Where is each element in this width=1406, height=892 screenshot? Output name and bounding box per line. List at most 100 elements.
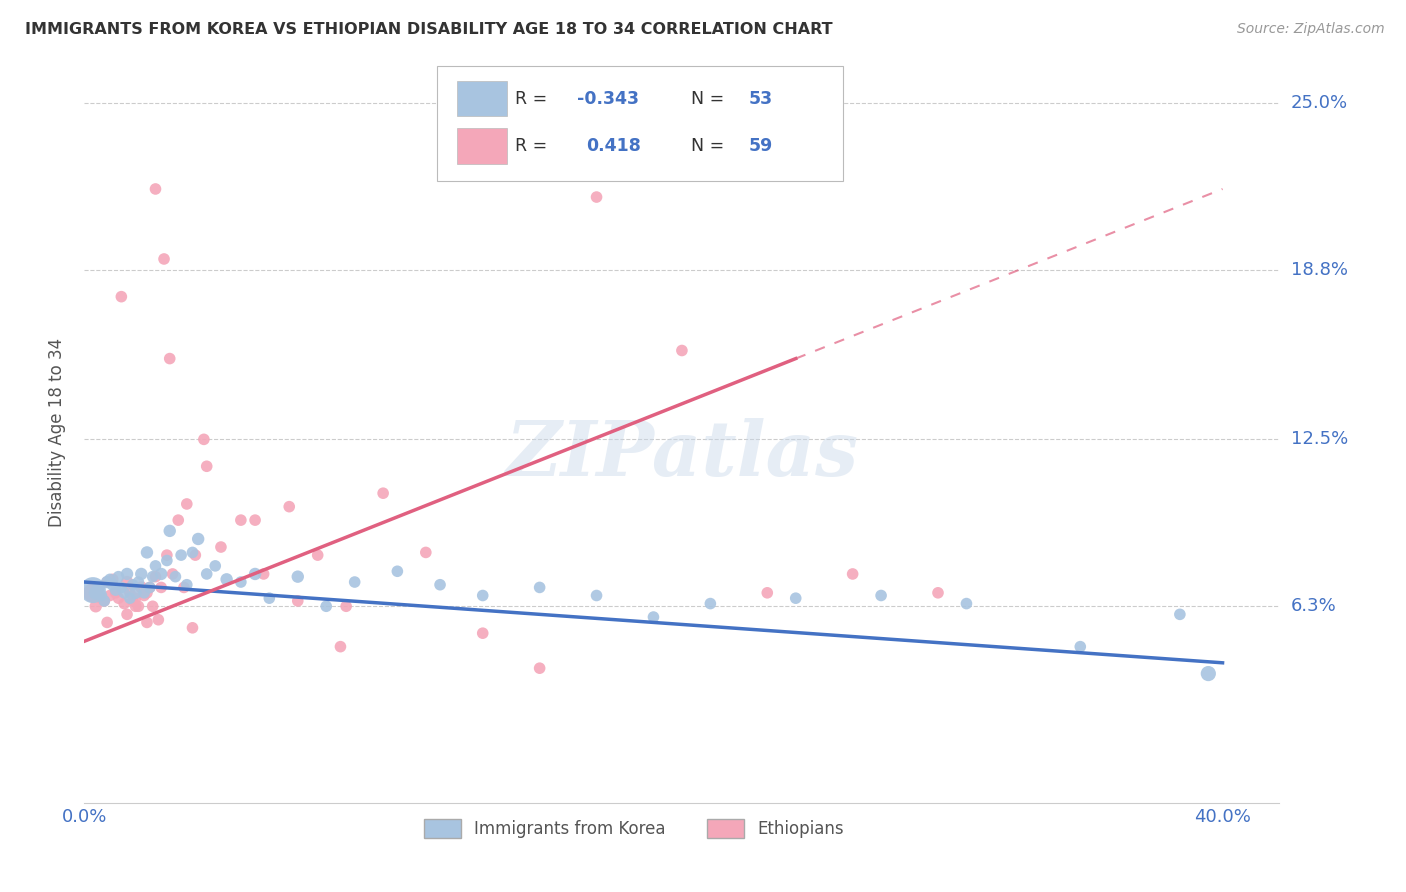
Point [96,615,118,630]
Point [229,513,252,527]
Y-axis label: Disability Age 18 to 34: Disability Age 18 to 34 [48,338,66,527]
Point [90,589,112,603]
Point [229,575,252,590]
Point [127,599,149,614]
Point [110,581,132,595]
Point [287,594,309,608]
Point [159,351,181,366]
Point [1168,607,1191,622]
Point [142,569,165,583]
Text: 0.418: 0.418 [586,137,641,155]
Text: 25.0%: 25.0% [1291,94,1348,112]
Point [955,597,977,611]
Point [118,586,141,600]
Point [139,581,162,595]
Point [112,586,135,600]
Point [121,594,143,608]
Point [82,583,104,598]
Point [98,589,121,603]
Point [215,572,238,586]
Point [124,591,146,606]
Text: ZIPatlas: ZIPatlas [505,417,859,491]
Point [153,252,176,266]
Point [335,599,357,614]
Point [87,581,110,595]
Point [96,575,118,590]
Point [181,621,204,635]
Point [145,182,167,196]
Text: 6.3%: 6.3% [1291,598,1336,615]
Point [927,586,949,600]
Point [129,581,152,595]
Point [585,190,607,204]
Text: 59: 59 [749,137,773,155]
Point [110,290,132,304]
Point [142,599,165,614]
Point [112,597,135,611]
Point [343,575,366,590]
Point [181,545,204,559]
Point [115,566,138,581]
Point [104,583,127,598]
Point [159,524,181,538]
Point [429,578,451,592]
Point [93,594,115,608]
Text: 53: 53 [749,90,773,108]
Point [471,626,494,640]
Text: R =: R = [515,137,558,155]
Point [176,497,198,511]
Point [115,575,138,590]
Point [415,545,437,559]
Text: -0.343: -0.343 [576,90,638,108]
Point [124,599,146,614]
Text: N =: N = [692,90,730,108]
Point [243,513,266,527]
Point [101,578,124,592]
Point [193,433,215,447]
Point [136,545,159,559]
Point [87,581,110,595]
Point [107,591,129,606]
Point [96,575,118,590]
Point [187,532,209,546]
Point [204,558,226,573]
Point [82,586,104,600]
Point [98,572,121,586]
Point [1069,640,1091,654]
Point [84,599,107,614]
Point [209,540,232,554]
Point [107,569,129,583]
Point [129,566,152,581]
Point [1197,666,1219,681]
Point [156,548,179,562]
Point [150,566,173,581]
Point [243,566,266,581]
Point [315,599,337,614]
Point [195,459,218,474]
Point [167,513,190,527]
Point [387,564,409,578]
FancyBboxPatch shape [457,81,508,117]
Point [373,486,395,500]
Point [643,610,665,624]
Point [145,558,167,573]
Point [150,581,173,595]
Point [93,594,115,608]
Point [253,566,276,581]
Point [184,548,207,562]
Point [278,500,301,514]
Text: IMMIGRANTS FROM KOREA VS ETHIOPIAN DISABILITY AGE 18 TO 34 CORRELATION CHART: IMMIGRANTS FROM KOREA VS ETHIOPIAN DISAB… [25,22,832,37]
Point [195,566,218,581]
Point [841,566,863,581]
Point [118,591,141,606]
Point [104,586,127,600]
Point [756,586,779,600]
Point [127,575,149,590]
Text: 18.8%: 18.8% [1291,260,1347,278]
Point [471,589,494,603]
Point [173,581,195,595]
Point [156,553,179,567]
Point [124,586,146,600]
Text: Source: ZipAtlas.com: Source: ZipAtlas.com [1237,22,1385,37]
Point [529,661,551,675]
